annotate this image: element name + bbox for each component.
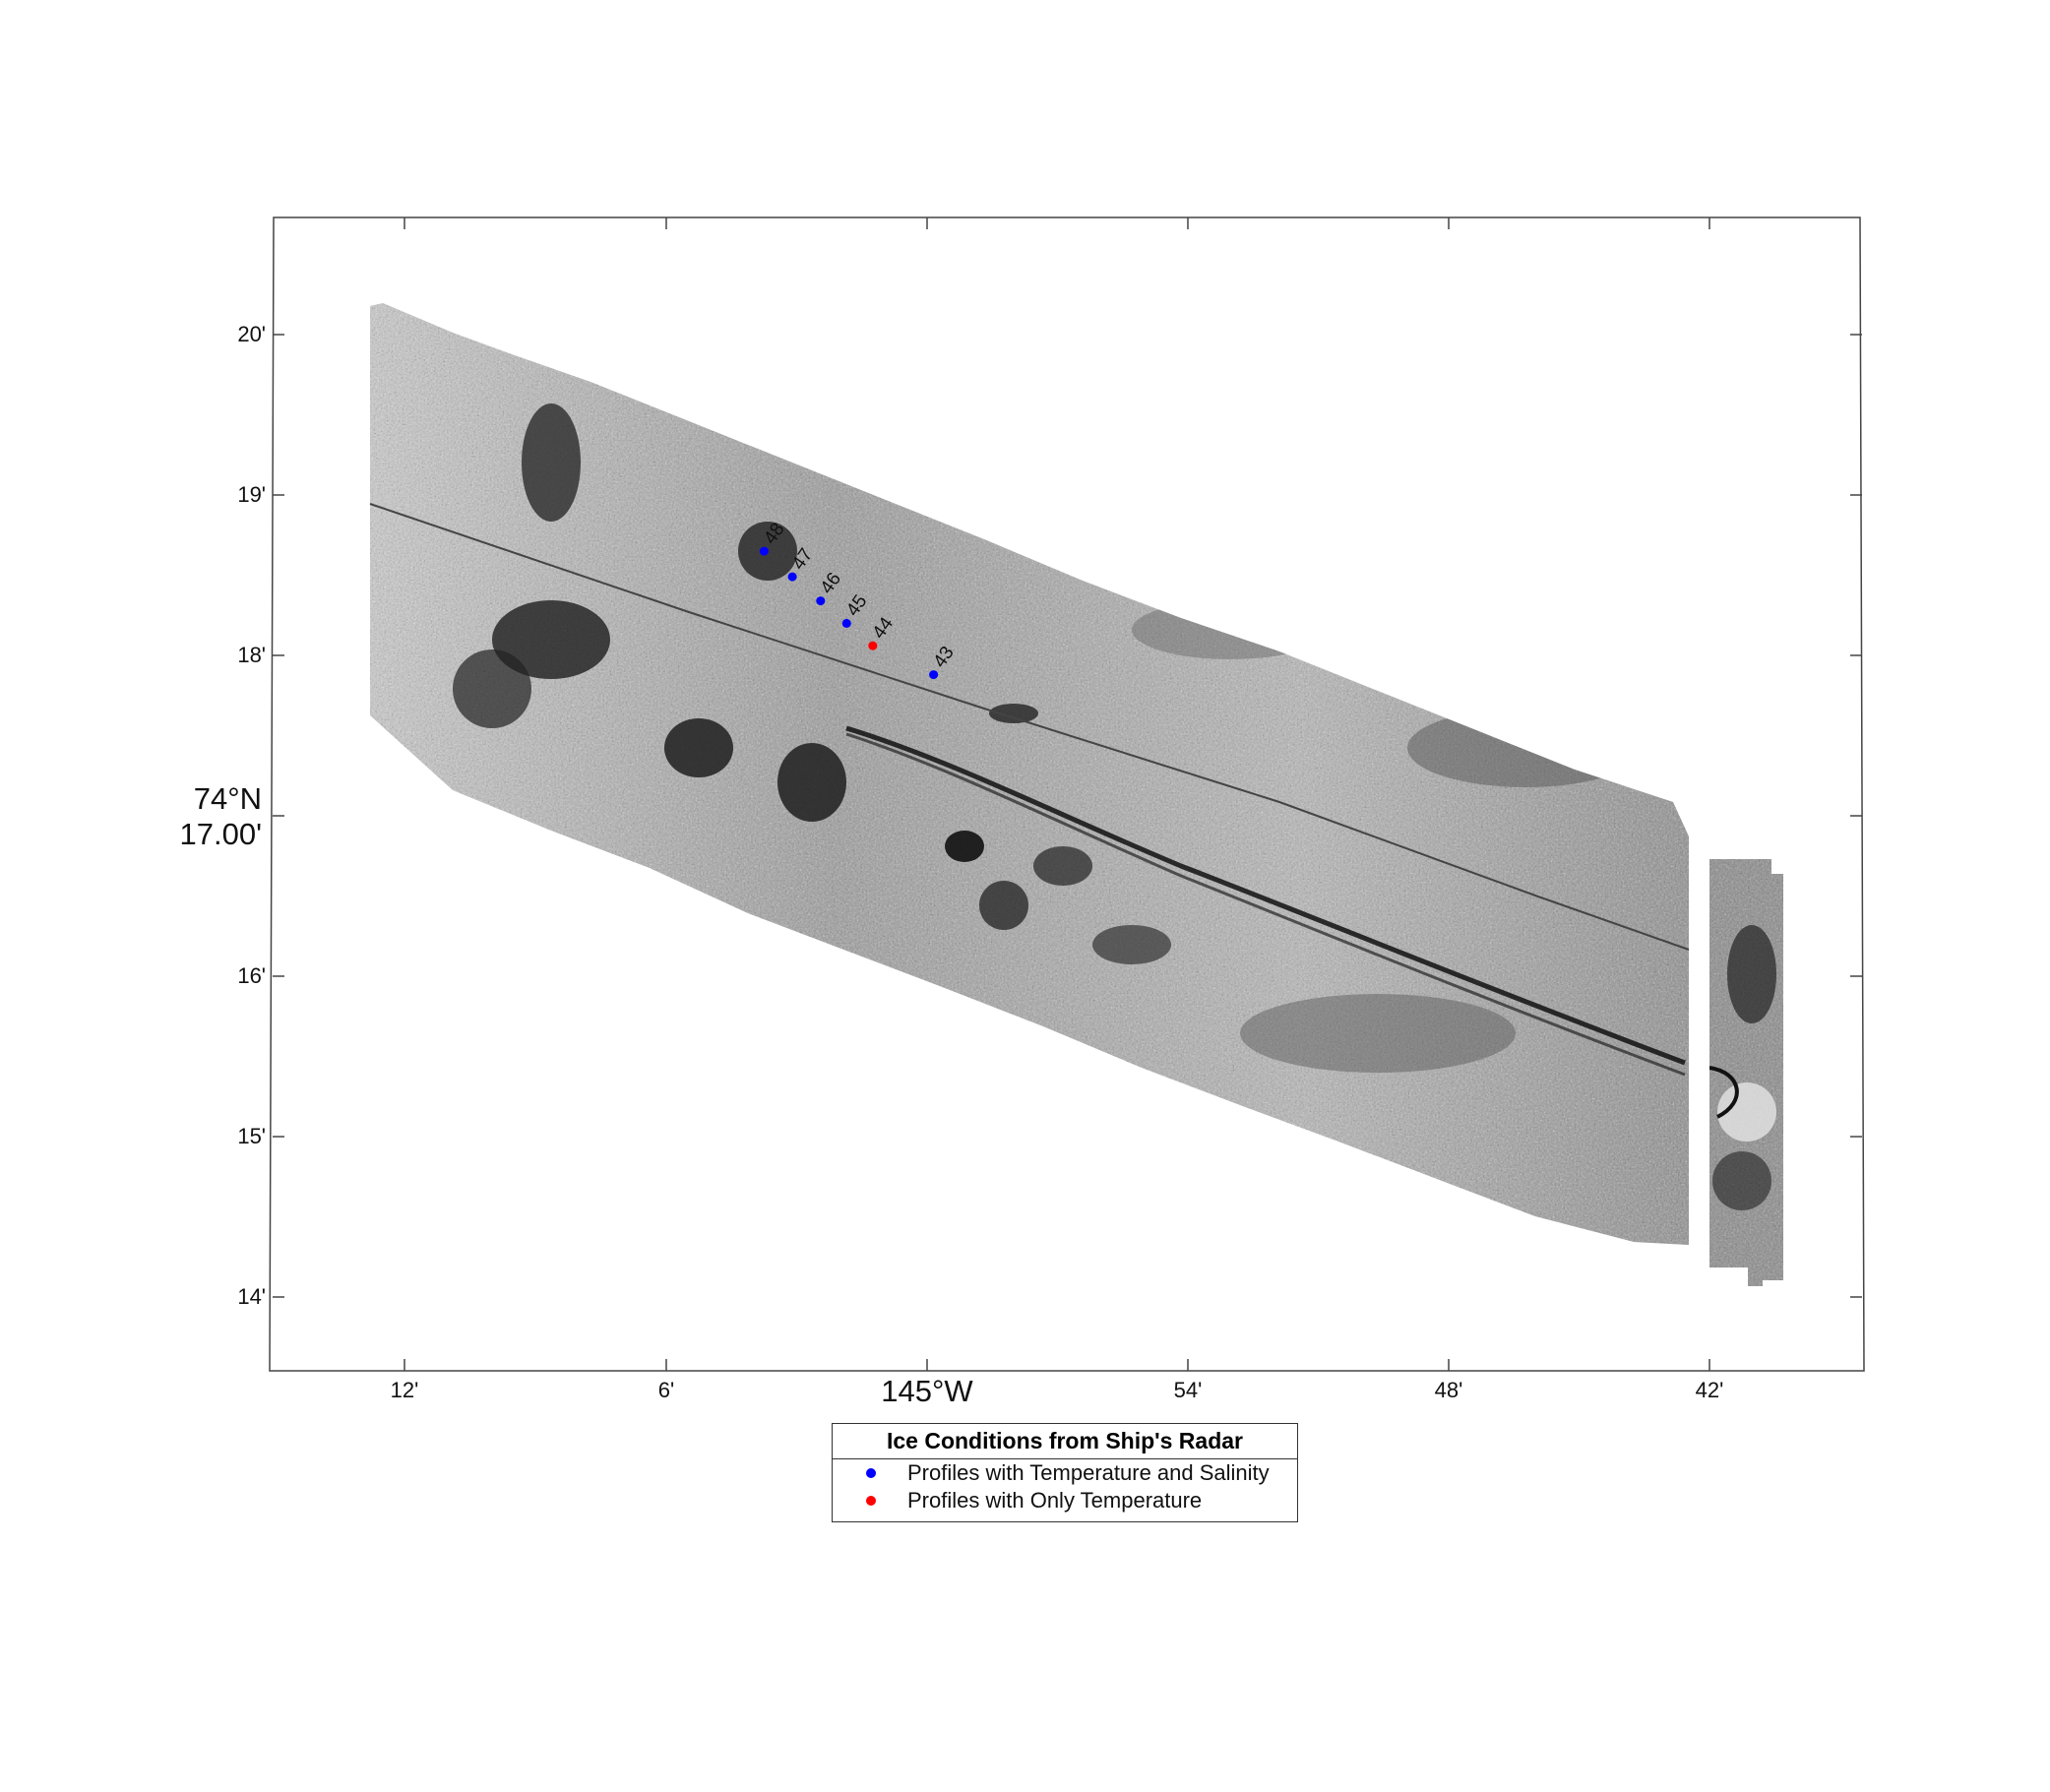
radar-imagery [369, 303, 1783, 1286]
lat-center-label-line1: 74°N [194, 781, 262, 816]
lat-tick-label: 18' [237, 643, 266, 667]
lon-tick-label: 6' [658, 1378, 674, 1402]
lat-tick-label: 14' [237, 1284, 266, 1309]
legend-item-temperature-only: Profiles with Only Temperature [833, 1487, 1297, 1514]
legend: Ice Conditions from Ship's Radar Profile… [832, 1423, 1298, 1522]
lat-tick-label: 19' [237, 482, 266, 507]
lat-tick-label: 16' [237, 963, 266, 988]
station-marker-43[interactable] [929, 670, 939, 680]
longitude-axis: 12' 6' 145°W 54' 48' 42' [391, 1374, 1724, 1408]
legend-item-label: Profiles with Only Temperature [907, 1488, 1203, 1513]
latitude-axis: 20' 19' 18' 74°N 17.00' 16' 15' 14' [180, 322, 267, 1309]
station-marker-46[interactable] [816, 596, 826, 606]
legend-title: Ice Conditions from Ship's Radar [833, 1424, 1297, 1459]
station-marker-47[interactable] [787, 572, 797, 582]
legend-item-temperature-salinity: Profiles with Temperature and Salinity [833, 1459, 1297, 1487]
station-marker-44[interactable] [868, 641, 878, 650]
lon-tick-label: 48' [1435, 1378, 1463, 1402]
red-dot-icon [866, 1496, 876, 1506]
ship-track-line [369, 503, 1690, 951]
map-frame [269, 216, 1865, 1372]
legend-item-label: Profiles with Temperature and Salinity [907, 1460, 1270, 1485]
station-marker-45[interactable] [841, 618, 851, 628]
lon-tick-label: 12' [391, 1378, 419, 1402]
station-marker-48[interactable] [759, 546, 769, 556]
axis-ticks [273, 217, 1862, 1371]
lat-center-label-line2: 17.00' [180, 817, 263, 851]
lon-tick-label: 42' [1696, 1378, 1724, 1402]
lon-tick-label: 54' [1174, 1378, 1203, 1402]
lat-tick-label: 20' [237, 322, 266, 346]
lat-tick-label: 15' [237, 1124, 266, 1148]
blue-dot-icon [866, 1468, 876, 1478]
lon-center-label: 145°W [881, 1374, 973, 1408]
